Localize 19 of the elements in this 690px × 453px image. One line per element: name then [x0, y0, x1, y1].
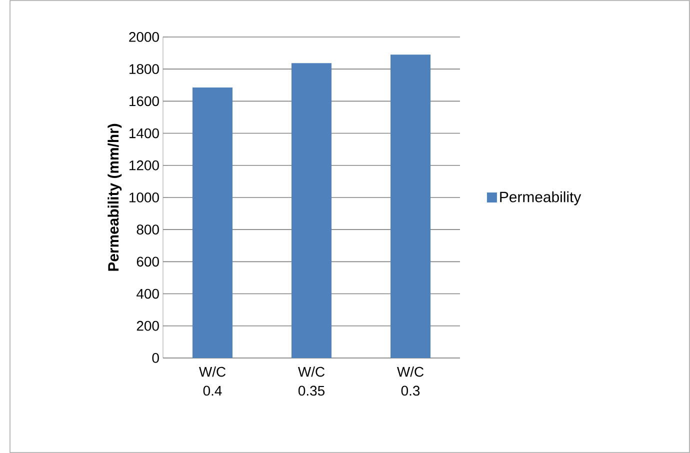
y-tick-label: 800: [136, 224, 159, 235]
y-tick-label: 1600: [130, 96, 159, 106]
bar: [192, 88, 233, 358]
y-tick-label: 1800: [130, 64, 159, 74]
x-tick-label: W/C 0.3: [397, 366, 424, 396]
bar: [292, 63, 332, 358]
y-tick-label: 1200: [130, 160, 159, 170]
legend-label: Permeability: [500, 191, 582, 206]
y-tick-label: 200: [136, 320, 159, 331]
bar: [390, 54, 431, 358]
x-tick-label: W/C 0.4: [199, 366, 226, 396]
y-tick-label: 600: [136, 256, 159, 267]
y-tick-label: 0: [152, 353, 159, 363]
y-tick-label: 2000: [129, 32, 159, 42]
x-tick-label: W/C 0.35: [298, 366, 325, 396]
y-axis-title: Permeability (mm/hr): [108, 124, 122, 271]
y-tick-label: 1400: [130, 128, 159, 138]
y-tick-label: 400: [136, 288, 159, 299]
y-tick-label: 1000: [130, 192, 159, 202]
